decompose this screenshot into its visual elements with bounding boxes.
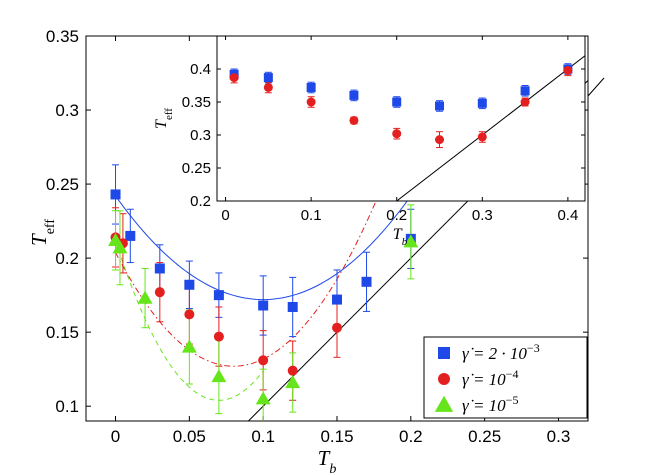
legend-label-series-0: γ̇ = 2 · 10−3: [462, 341, 540, 363]
inset-data-point-series-0: [477, 98, 487, 108]
inset-y-tick-label: 0.35: [182, 94, 211, 111]
inset-data-point-series-0: [520, 86, 530, 96]
x-tick-label: 0: [111, 427, 120, 446]
y-tick-label: 0.2: [55, 249, 79, 268]
inset-data-point-series-1: [306, 97, 316, 107]
x-tick-label: 0.15: [320, 427, 353, 446]
data-point-series-0: [258, 300, 269, 311]
data-point-series-2: [137, 290, 153, 304]
main-plot-area: [108, 79, 588, 421]
inset-plot-area: [229, 55, 585, 201]
inset-data-point-series-0: [263, 73, 273, 83]
legend-label-base: γ̇ = 2 · 10: [462, 344, 527, 363]
data-point-series-1: [213, 331, 224, 342]
x-tick-label: 0.2: [399, 427, 423, 446]
data-point-series-0: [125, 230, 136, 241]
data-point-series-1: [332, 322, 342, 333]
inset-y-axis-label: Teff: [153, 108, 175, 129]
inset-data-point-series-0: [435, 101, 445, 111]
inset-data-point-series-0: [349, 90, 359, 100]
legend-box: [423, 336, 588, 419]
y-tick-label: 0.25: [46, 175, 79, 194]
y-tick-label: 0.15: [46, 323, 79, 342]
inset-x-tick-label: 0.3: [472, 207, 493, 224]
inset-x-tick-label: 0.1: [301, 207, 322, 224]
x-tick-label: 0.1: [251, 427, 275, 446]
legend: γ̇ = 2 · 10−3γ̇ = 10−4γ̇ = 10−5: [423, 336, 588, 419]
inset-data-point-series-1: [435, 135, 445, 145]
y-axis-label-subscript: eff: [43, 219, 58, 235]
x-tick-label: 0.25: [468, 427, 501, 446]
y-tick-label: 0.3: [55, 101, 79, 120]
inset-x-axis-label: Tb: [393, 226, 408, 248]
inset-y-tick-label: 0.2: [190, 193, 211, 210]
inset-x-tick-label: 0: [221, 207, 229, 224]
legend-label-series-1: γ̇ = 10−4: [462, 367, 518, 389]
data-point-series-2: [211, 369, 227, 383]
inset-data-point-series-1: [477, 132, 487, 142]
data-point-series-1: [258, 355, 269, 366]
fit-curve-series-1: [115, 110, 412, 367]
inset-y-tick-label: 0.4: [190, 61, 211, 78]
inset-x-tick-label: 0.2: [386, 207, 407, 224]
inset-data-point-series-1: [263, 82, 273, 92]
reference-line-extension: [587, 77, 605, 97]
inset-y-tick-label: 0.3: [190, 127, 211, 144]
x-axis-label-subscript: b: [329, 462, 336, 475]
inset-axes-frame: [216, 35, 586, 202]
inset-data-point-series-0: [392, 97, 402, 107]
inset-data-point-series-1: [349, 115, 359, 125]
x-axis-label: Tb: [318, 446, 337, 475]
legend-marker-series-1: [438, 373, 450, 385]
data-point-series-2: [285, 375, 301, 389]
data-point-series-0: [184, 279, 195, 290]
legend-label-exponent: −5: [506, 393, 519, 407]
data-point-series-2: [181, 339, 197, 353]
legend-label-base: γ̇ = 10: [462, 370, 506, 389]
inset-x-tick-label: 0.4: [557, 207, 578, 224]
x-tick-label: 0.05: [173, 427, 206, 446]
legend-label-base: γ̇ = 10: [462, 396, 506, 415]
legend-marker-series-2: [434, 395, 454, 412]
inset-data-point-series-0: [306, 82, 316, 92]
data-point-series-1: [184, 309, 195, 320]
data-point-series-0: [110, 189, 121, 200]
x-tick-label: 0.3: [547, 427, 571, 446]
inset-data-point-series-1: [392, 129, 402, 139]
main-chart: 0 0.05 0.1 0.15 0.2 0.25 0.30.10.150.20.250.30…: [27, 27, 589, 475]
data-point-series-0: [213, 290, 224, 301]
inset-chart: 0 0.1 0.2 0.3 0.4 0.2 0.25 0.3 0.35 0.4 Tb Teff: [153, 35, 586, 248]
data-point-series-2: [112, 240, 128, 254]
y-axis-label: Teff: [27, 219, 58, 246]
data-point-series-2: [255, 391, 271, 405]
y-tick-label: 0.1: [55, 397, 79, 416]
data-point-series-0: [332, 294, 342, 305]
data-point-series-0: [287, 301, 298, 312]
data-point-series-0: [361, 276, 372, 287]
legend-label-exponent: −3: [527, 341, 540, 355]
data-point-series-0: [154, 263, 165, 274]
data-point-series-1: [287, 365, 298, 376]
inset-y-axis-label-subscript: eff: [163, 108, 175, 120]
data-point-series-1: [154, 287, 165, 298]
legend-label-exponent: −4: [506, 367, 519, 381]
legend-label-series-2: γ̇ = 10−5: [462, 393, 518, 415]
inset-x-axis-label-subscript: b: [402, 236, 408, 248]
data-point-series-2: [403, 234, 419, 248]
inset-data-point-series-1: [229, 73, 239, 83]
fit-curve-series-2: [115, 240, 264, 401]
inset-data-point-series-1: [520, 97, 530, 107]
legend-marker-series-0: [438, 347, 450, 359]
inset-y-tick-label: 0.25: [182, 160, 211, 177]
inset-data-point-series-1: [563, 65, 573, 75]
y-tick-label: 0.35: [46, 27, 79, 46]
